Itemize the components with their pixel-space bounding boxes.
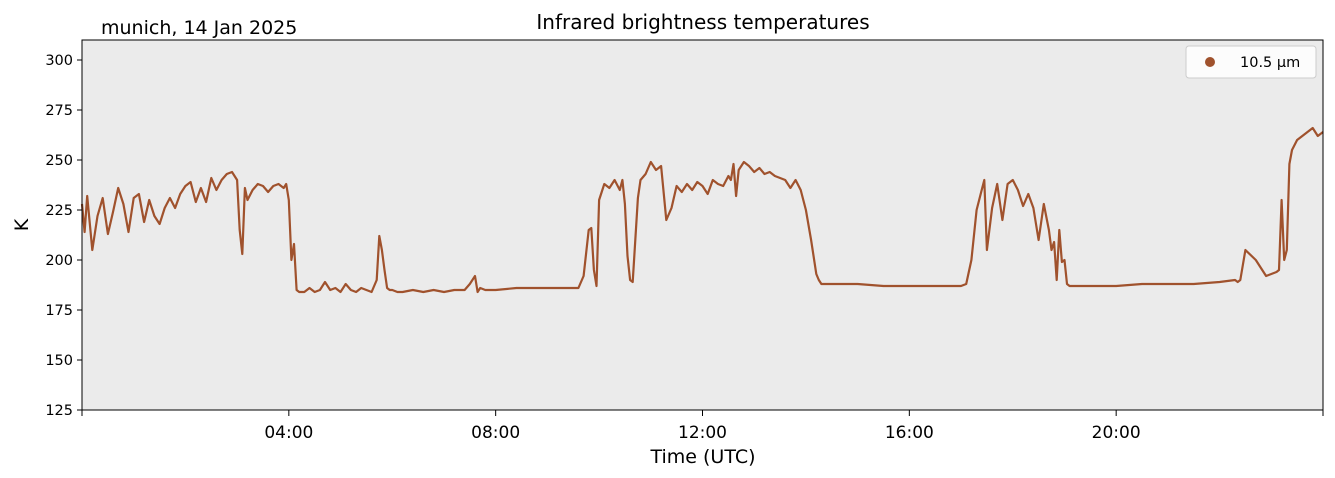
y-tick-label: 250 bbox=[45, 153, 73, 169]
y-tick-label: 175 bbox=[45, 303, 73, 319]
chart-title: Infrared brightness temperatures bbox=[536, 10, 869, 34]
x-tick-label: 16:00 bbox=[885, 423, 934, 443]
legend: 10.5 µm bbox=[1185, 45, 1317, 79]
y-tick-label: 275 bbox=[45, 103, 73, 119]
x-tick-label: 08:00 bbox=[471, 423, 520, 443]
plot-frame bbox=[81, 39, 1324, 411]
y-tick-label: 125 bbox=[45, 403, 73, 419]
x-axis-label: Time (UTC) bbox=[649, 446, 755, 468]
legend-marker bbox=[1205, 57, 1215, 67]
x-tick-label: 12:00 bbox=[678, 423, 727, 443]
y-tick-label: 225 bbox=[45, 203, 73, 219]
x-axis: 04:00 08:00 12:00 16:00 20:00 bbox=[81, 410, 1324, 443]
y-tick-label: 200 bbox=[45, 253, 73, 269]
legend-label: 10.5 µm bbox=[1240, 55, 1300, 71]
location-date-label: munich, 14 Jan 2025 bbox=[101, 17, 297, 39]
series-line bbox=[80, 126, 1324, 294]
y-tick-label: 150 bbox=[45, 353, 73, 369]
x-tick-label: 04:00 bbox=[264, 423, 313, 443]
y-axis-label: K bbox=[11, 218, 33, 231]
legend-box bbox=[1185, 45, 1317, 79]
x-tick-label: 20:00 bbox=[1092, 423, 1141, 443]
y-tick-label: 300 bbox=[45, 53, 73, 69]
y-axis: 125 150 175 200 225 250 275 300 bbox=[45, 53, 82, 419]
plot-area bbox=[82, 40, 1323, 410]
